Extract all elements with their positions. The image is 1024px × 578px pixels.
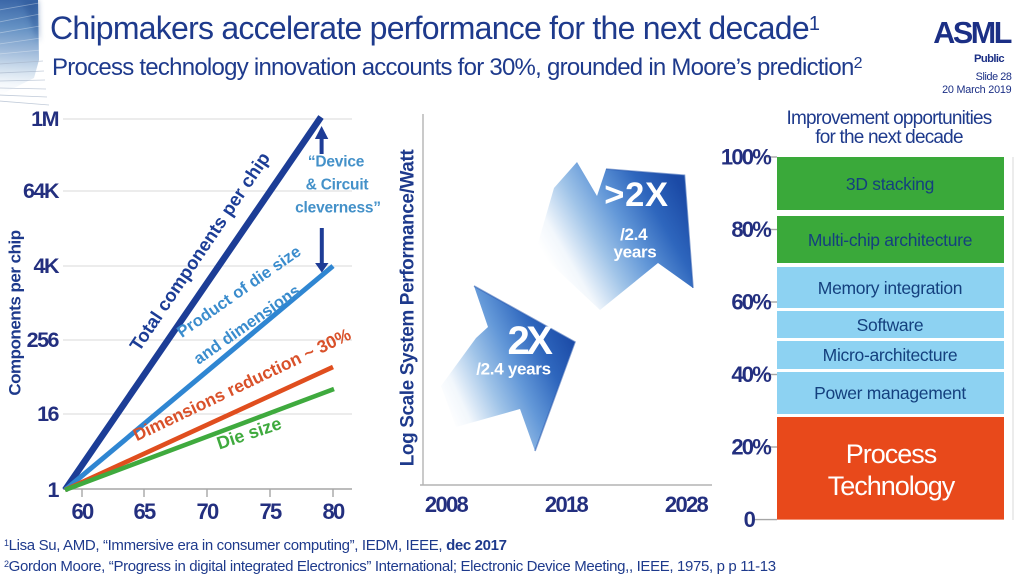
svg-text:Multi-chip architecture: Multi-chip architecture xyxy=(808,230,972,250)
svg-text:Memory integration: Memory integration xyxy=(818,278,962,298)
svg-text:3D stacking: 3D stacking xyxy=(846,174,934,194)
svg-text:64K: 64K xyxy=(23,179,60,203)
svg-text:20%: 20% xyxy=(731,435,771,460)
svg-text:/2.4 years: /2.4 years xyxy=(476,360,551,379)
svg-text:16: 16 xyxy=(37,402,59,426)
svg-text:/2.4: /2.4 xyxy=(620,225,648,244)
svg-text:Technology: Technology xyxy=(828,471,956,501)
svg-text:1M: 1M xyxy=(31,107,58,131)
svg-text:Log Scale System Performance/W: Log Scale System Performance/Watt xyxy=(398,149,419,467)
svg-text:70: 70 xyxy=(196,499,219,524)
svg-text:60%: 60% xyxy=(731,290,771,315)
svg-text:80: 80 xyxy=(322,499,345,524)
svg-text:Power management: Power management xyxy=(814,383,966,403)
svg-text:60: 60 xyxy=(71,499,94,524)
svg-text:256: 256 xyxy=(27,328,60,352)
svg-text:Components per chip: Components per chip xyxy=(6,230,25,395)
svg-text:Software: Software xyxy=(857,315,924,335)
svg-text:& Circuit: & Circuit xyxy=(306,177,369,194)
svg-text:40%: 40% xyxy=(731,362,771,387)
svg-text:80%: 80% xyxy=(731,217,771,242)
svg-text:Process: Process xyxy=(846,439,937,469)
svg-text:years: years xyxy=(614,243,657,262)
svg-text:1: 1 xyxy=(48,478,60,502)
svg-text:4K: 4K xyxy=(34,254,60,278)
svg-text:75: 75 xyxy=(259,499,282,524)
svg-text:0: 0 xyxy=(744,507,756,532)
svg-text:Micro-architecture: Micro-architecture xyxy=(823,345,958,365)
svg-text:>2X: >2X xyxy=(604,176,668,214)
svg-text:“Device: “Device xyxy=(308,154,365,171)
svg-text:2018: 2018 xyxy=(545,492,589,517)
svg-text:2X: 2X xyxy=(508,319,554,363)
svg-text:100%: 100% xyxy=(721,145,771,170)
svg-text:65: 65 xyxy=(133,499,156,524)
svg-text:2008: 2008 xyxy=(425,492,469,517)
svg-text:cleverness”: cleverness” xyxy=(295,200,381,217)
svg-text:2028: 2028 xyxy=(665,492,709,517)
